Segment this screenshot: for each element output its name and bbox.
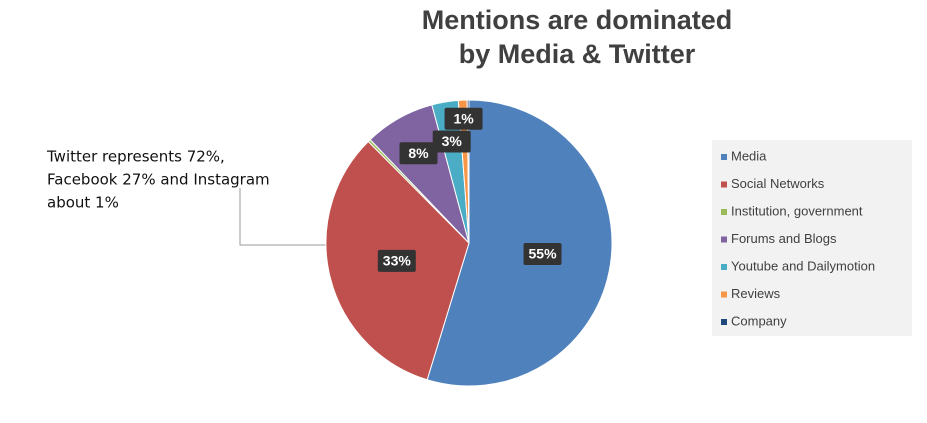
annotation-connector (239, 188, 350, 246)
annotation: Facebook 27% and Instagram (47, 171, 270, 189)
legend-swatch (721, 264, 727, 270)
annotation: about 1% (47, 194, 119, 212)
data-label: 8% (408, 145, 429, 161)
legend-label: Social Networks (731, 176, 825, 191)
legend-swatch (721, 319, 727, 325)
data-label-box (432, 130, 471, 153)
pie-slice (426, 99, 613, 387)
legend-label: Company (731, 313, 787, 328)
legend-swatch (721, 291, 727, 298)
data-label-box (399, 142, 438, 165)
legend-label: Youtube and Dailymotion (731, 258, 875, 273)
data-label: 55% (529, 246, 558, 262)
data-label-box (444, 107, 483, 130)
legend-swatch (721, 209, 727, 215)
legend-label: Media (731, 148, 767, 163)
annotation: Twitter represents 72%, (46, 148, 225, 166)
legend-swatch (721, 181, 727, 188)
data-label-box (377, 249, 416, 272)
legend-label: Institution, government (731, 203, 863, 218)
data-label: 33% (383, 253, 412, 269)
legend-swatch (721, 236, 727, 243)
data-label: 1% (453, 110, 474, 126)
chart-title: by Media & Twitter (459, 39, 696, 69)
data-label: 3% (442, 133, 463, 149)
legend-label: Forums and Blogs (731, 231, 837, 246)
legend-swatch (721, 154, 727, 160)
data-label-box (523, 243, 562, 266)
chart-title: Mentions are dominated (422, 5, 733, 35)
legend-label: Reviews (731, 286, 781, 301)
legend-box (712, 140, 912, 336)
